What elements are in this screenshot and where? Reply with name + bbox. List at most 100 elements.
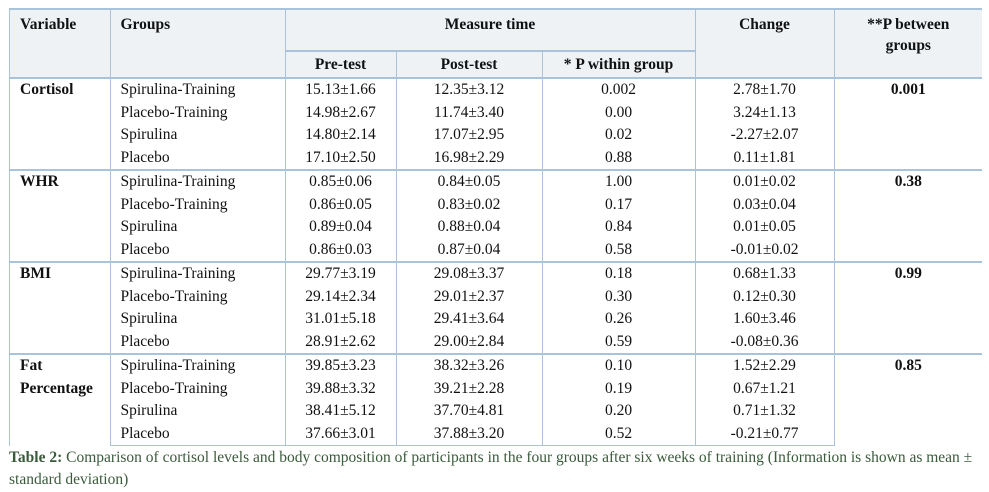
variable-name: BMI <box>10 261 110 354</box>
caption-label: Table 2: <box>9 449 63 466</box>
post-test-cell: 0.88±0.04 <box>395 216 542 239</box>
header-p-within: * P within group <box>541 50 696 78</box>
post-test-cell: 0.84±0.05 <box>395 169 542 194</box>
group-cell: Placebo <box>109 146 285 170</box>
change-cell: 0.68±1.33 <box>694 261 835 286</box>
header-groups: Groups <box>109 8 285 78</box>
p-within-cell: 0.26 <box>541 308 696 331</box>
table-frame: Variable Groups Measure time Change **P … <box>9 8 983 446</box>
table-body: Cortisol Spirulina-Training 15.13±1.66 12.3… <box>10 77 983 446</box>
p-within-cell: 0.52 <box>541 422 696 446</box>
change-cell: 2.78±1.70 <box>694 77 835 102</box>
variable-name-line: Fat <box>20 357 43 374</box>
table-row: Spirulina 31.01±5.18 29.41±3.64 0.26 1.60±3.… <box>10 308 982 331</box>
variable-name-line: BMI <box>20 265 51 282</box>
p-within-cell: 0.17 <box>541 193 696 216</box>
group-cell: Placebo-Training <box>109 193 285 216</box>
change-cell: -0.21±0.77 <box>694 422 835 446</box>
group-cell: Spirulina-Training <box>109 77 285 102</box>
table-row: Placebo 0.86±0.03 0.87±0.04 0.58 -0.01±0.02 <box>10 238 982 262</box>
p-within-cell: 0.30 <box>541 285 696 308</box>
table-row: Cortisol Spirulina-Training 15.13±1.66 12.3… <box>10 77 983 170</box>
change-cell: -0.08±0.36 <box>694 330 835 354</box>
change-cell: 0.01±0.05 <box>694 216 835 239</box>
change-cell: -0.01±0.02 <box>694 238 835 262</box>
p-within-cell: 0.20 <box>541 400 696 423</box>
p-within-cell: 0.002 <box>541 77 696 102</box>
p-within-cell: 0.59 <box>541 330 696 354</box>
post-test-cell: 29.01±2.37 <box>395 285 542 308</box>
change-cell: 1.52±2.29 <box>694 353 835 378</box>
table-row: Spirulina 14.80±2.14 17.07±2.95 0.02 -2.27±2… <box>10 124 982 147</box>
post-test-cell: 37.88±3.20 <box>395 422 542 446</box>
group-cell: Placebo <box>109 330 285 354</box>
group-cell: Spirulina <box>109 400 285 423</box>
pre-test-cell: 14.98±2.67 <box>284 101 396 124</box>
post-test-cell: 0.87±0.04 <box>395 238 542 262</box>
group-cell: Placebo <box>109 422 285 446</box>
pre-test-cell: 15.13±1.66 <box>284 77 396 102</box>
post-test-cell: 37.70±4.81 <box>395 400 542 423</box>
p-between-cell: 0.001 <box>833 77 983 170</box>
group-cell: Spirulina-Training <box>109 169 285 194</box>
post-test-cell: 29.08±3.37 <box>395 261 542 286</box>
post-test-cell: 0.83±0.02 <box>395 193 542 216</box>
p-within-cell: 0.00 <box>541 101 696 124</box>
header-change: Change <box>694 8 835 78</box>
header-p-between-line2: groups <box>885 37 931 54</box>
header-pre-test: Pre-test <box>284 50 396 78</box>
pre-test-cell: 39.88±3.32 <box>284 377 396 400</box>
change-cell: -2.27±2.07 <box>694 124 835 147</box>
p-within-cell: 0.84 <box>541 216 696 239</box>
pre-test-cell: 17.10±2.50 <box>284 146 396 170</box>
p-between-cell: 0.38 <box>833 169 983 262</box>
variable-name: Fat Percentage <box>10 353 110 446</box>
post-test-cell: 16.98±2.29 <box>395 146 542 170</box>
table-caption: Table 2: Comparison of cortisol levels a… <box>9 447 981 491</box>
pre-test-cell: 29.77±3.19 <box>284 261 396 286</box>
pre-test-cell: 0.89±0.04 <box>284 216 396 239</box>
pre-test-cell: 31.01±5.18 <box>284 308 396 331</box>
variable-name-line: Percentage <box>20 379 93 397</box>
group-cell: Spirulina <box>109 124 285 147</box>
table-row: Placebo-Training 14.98±2.67 11.74±3.40 0.00… <box>10 101 982 124</box>
post-test-cell: 38.32±3.26 <box>395 353 542 378</box>
pre-test-cell: 0.86±0.03 <box>284 238 396 262</box>
p-within-cell: 0.19 <box>541 377 696 400</box>
caption-text: Comparison of cortisol levels and body c… <box>9 449 973 488</box>
table-row: Placebo 17.10±2.50 16.98±2.29 0.88 0.11±1.81 <box>10 146 982 170</box>
change-cell: 0.03±0.04 <box>694 193 835 216</box>
header-variable: Variable <box>10 8 110 78</box>
pre-test-cell: 0.86±0.05 <box>284 193 396 216</box>
group-cell: Placebo-Training <box>109 377 285 400</box>
table-row: Fat Percentage Spirulina-Training 39.85±3.2… <box>10 353 983 446</box>
post-test-cell: 29.41±3.64 <box>395 308 542 331</box>
p-within-cell: 0.10 <box>541 353 696 378</box>
p-between-cell: 0.99 <box>833 261 983 354</box>
group-cell: Placebo <box>109 238 285 262</box>
variable-name-line: WHR <box>20 173 59 190</box>
change-cell: 1.60±3.46 <box>694 308 835 331</box>
pre-test-cell: 38.41±5.12 <box>284 400 396 423</box>
change-cell: 3.24±1.13 <box>694 101 835 124</box>
table-row: Placebo 28.91±2.62 29.00±2.84 0.59 -0.08±0.3… <box>10 330 982 354</box>
post-test-cell: 39.21±2.28 <box>395 377 542 400</box>
group-cell: Placebo-Training <box>109 101 285 124</box>
p-within-cell: 0.02 <box>541 124 696 147</box>
group-cell: Spirulina <box>109 308 285 331</box>
table-row: Placebo-Training 29.14±2.34 29.01±2.37 0.30… <box>10 285 982 308</box>
pre-test-cell: 37.66±3.01 <box>284 422 396 446</box>
post-test-cell: 17.07±2.95 <box>395 124 542 147</box>
pre-test-cell: 0.85±0.06 <box>284 169 396 194</box>
p-within-cell: 1.00 <box>541 169 696 194</box>
p-within-cell: 0.58 <box>541 238 696 262</box>
group-cell: Placebo-Training <box>109 285 285 308</box>
pre-test-cell: 29.14±2.34 <box>284 285 396 308</box>
variable-name-line: Cortisol <box>20 81 74 98</box>
p-within-cell: 0.18 <box>541 261 696 286</box>
table-row: BMI Spirulina-Training 29.77±3.19 29.08±3.3… <box>10 261 983 354</box>
post-test-cell: 11.74±3.40 <box>395 101 542 124</box>
header-p-between: **P between groups <box>833 8 983 78</box>
table-header: Variable Groups Measure time Change **P … <box>10 8 983 78</box>
header-p-between-line1: **P between <box>867 16 950 33</box>
